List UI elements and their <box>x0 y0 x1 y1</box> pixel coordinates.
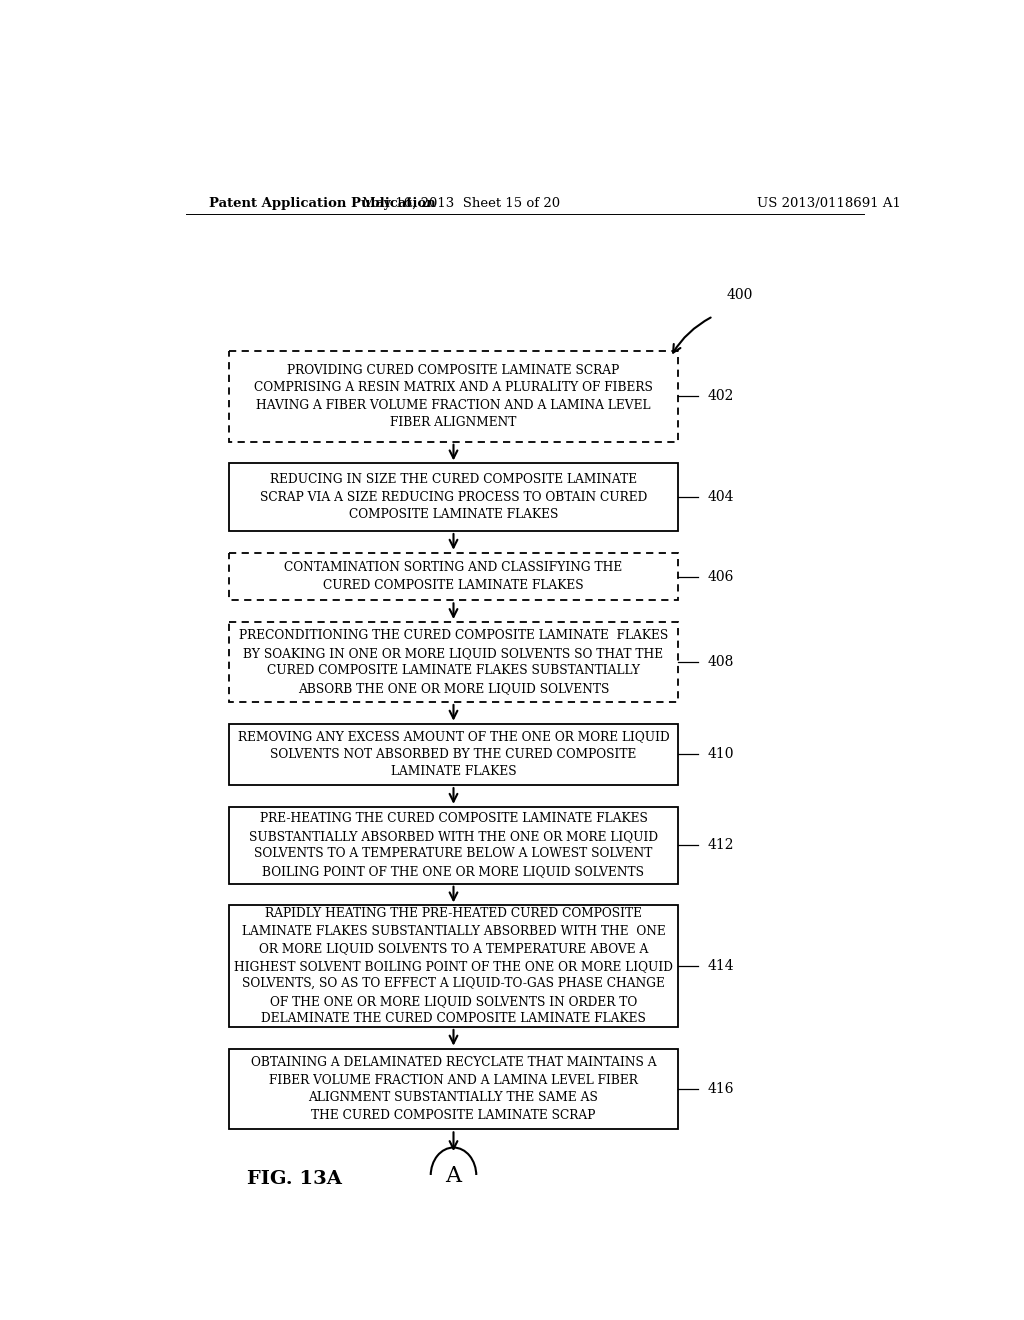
Text: CONTAMINATION SORTING AND CLASSIFYING THE
CURED COMPOSITE LAMINATE FLAKES: CONTAMINATION SORTING AND CLASSIFYING TH… <box>285 561 623 591</box>
Text: OBTAINING A DELAMINATED RECYCLATE THAT MAINTAINS A
FIBER VOLUME FRACTION AND A L: OBTAINING A DELAMINATED RECYCLATE THAT M… <box>251 1056 656 1122</box>
Text: May 16, 2013  Sheet 15 of 20: May 16, 2013 Sheet 15 of 20 <box>362 197 560 210</box>
Text: A: A <box>445 1164 462 1187</box>
Bar <box>228 622 678 702</box>
Text: 412: 412 <box>708 838 734 853</box>
Text: 402: 402 <box>708 389 734 404</box>
Bar <box>228 807 678 884</box>
Text: US 2013/0118691 A1: US 2013/0118691 A1 <box>758 197 901 210</box>
Text: REMOVING ANY EXCESS AMOUNT OF THE ONE OR MORE LIQUID
SOLVENTS NOT ABSORBED BY TH: REMOVING ANY EXCESS AMOUNT OF THE ONE OR… <box>238 730 670 779</box>
Bar <box>228 723 678 785</box>
Text: 416: 416 <box>708 1082 734 1096</box>
Text: REDUCING IN SIZE THE CURED COMPOSITE LAMINATE
SCRAP VIA A SIZE REDUCING PROCESS : REDUCING IN SIZE THE CURED COMPOSITE LAM… <box>260 473 647 521</box>
Text: PRECONDITIONING THE CURED COMPOSITE LAMINATE  FLAKES
BY SOAKING IN ONE OR MORE L: PRECONDITIONING THE CURED COMPOSITE LAMI… <box>239 630 668 694</box>
Text: 404: 404 <box>708 490 734 504</box>
Text: PROVIDING CURED COMPOSITE LAMINATE SCRAP
COMPRISING A RESIN MATRIX AND A PLURALI: PROVIDING CURED COMPOSITE LAMINATE SCRAP… <box>254 363 653 429</box>
Text: 406: 406 <box>708 569 734 583</box>
Text: RAPIDLY HEATING THE PRE-HEATED CURED COMPOSITE
LAMINATE FLAKES SUBSTANTIALLY ABS: RAPIDLY HEATING THE PRE-HEATED CURED COM… <box>234 907 673 1026</box>
Bar <box>228 351 678 442</box>
Bar <box>228 906 678 1027</box>
Text: Patent Application Publication: Patent Application Publication <box>209 197 436 210</box>
Text: PRE-HEATING THE CURED COMPOSITE LAMINATE FLAKES
SUBSTANTIALLY ABSORBED WITH THE : PRE-HEATING THE CURED COMPOSITE LAMINATE… <box>249 813 658 878</box>
Text: FIG. 13A: FIG. 13A <box>247 1171 342 1188</box>
Text: 414: 414 <box>708 960 734 973</box>
Text: 400: 400 <box>726 289 753 302</box>
Text: 410: 410 <box>708 747 734 762</box>
Bar <box>228 553 678 601</box>
Text: 408: 408 <box>708 655 734 669</box>
Bar <box>228 1048 678 1130</box>
Bar <box>228 463 678 531</box>
